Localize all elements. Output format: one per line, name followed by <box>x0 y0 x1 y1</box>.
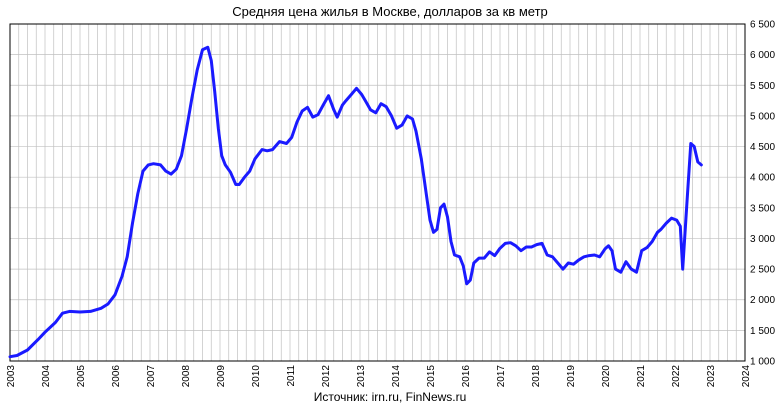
x-tick-label: 2017 <box>496 365 507 388</box>
x-tick-label: 2013 <box>356 365 367 388</box>
x-tick-label: 2004 <box>41 365 52 388</box>
axes <box>9 23 746 362</box>
y-tick-label: 4 500 <box>750 142 775 153</box>
y-tick-label: 6 500 <box>750 20 775 31</box>
y-tick-label: 1 500 <box>750 326 775 337</box>
x-tick-label: 2006 <box>111 365 122 388</box>
x-tick-label: 2010 <box>251 365 262 388</box>
y-tick-label: 3 000 <box>750 234 775 245</box>
x-tick-label: 2021 <box>636 365 647 388</box>
x-tick-label: 2024 <box>741 365 752 388</box>
grid <box>9 23 746 362</box>
x-tick-label: 2005 <box>76 365 87 388</box>
x-tick-label: 2023 <box>706 365 717 388</box>
x-tick-labels: 2003 2004 2005 2006 2007 2008 2009 2010 2011 2012… <box>6 365 752 388</box>
x-tick-label: 2012 <box>321 365 332 388</box>
x-tick-label: 2022 <box>671 365 682 388</box>
y-tick-label: 2 500 <box>750 265 775 276</box>
x-tick-label: 2016 <box>461 365 472 388</box>
series-line <box>8 45 703 359</box>
y-tick-label: 1 000 <box>750 357 775 368</box>
y-tick-label: 2 000 <box>750 295 775 306</box>
x-tick-label: 2019 <box>566 365 577 388</box>
y-tick-label: 4 000 <box>750 173 775 184</box>
x-tick-label: 2020 <box>601 365 612 388</box>
x-tick-label: 2018 <box>531 365 542 388</box>
x-tick-label: 2015 <box>426 365 437 388</box>
x-tick-label: 2008 <box>181 365 192 388</box>
x-tick-label: 2014 <box>391 365 402 388</box>
chart-title: Средняя цена жилья в Москве, долларов за… <box>232 4 548 19</box>
y-tick-labels: 1 000 1 500 2 000 2 500 3 000 3 500 4 000 4 500… <box>750 20 775 368</box>
series <box>8 45 703 359</box>
y-tick-label: 5 500 <box>750 81 775 92</box>
x-tick-label: 2003 <box>6 365 17 388</box>
y-tick-label: 6 000 <box>750 50 775 61</box>
x-tick-label: 2009 <box>216 365 227 388</box>
y-tick-label: 5 000 <box>750 111 775 122</box>
chart-source: Источник: irn.ru, FinNews.ru <box>313 390 467 404</box>
y-tick-label: 3 500 <box>750 203 775 214</box>
x-tick-label: 2007 <box>146 365 157 388</box>
plot-frame <box>9 23 746 362</box>
x-tick-label: 2011 <box>286 365 297 387</box>
